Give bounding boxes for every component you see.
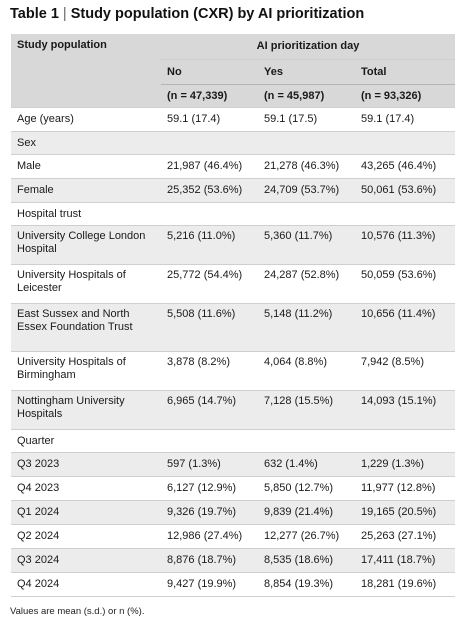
table-cell: 59.1 (17.4) (355, 107, 456, 132)
table-cell: 50,059 (53.6%) (355, 264, 456, 304)
table-cell: 8,535 (18.6%) (258, 548, 355, 573)
row-label: Q4 2024 (11, 572, 161, 597)
table-cell: 25,352 (53.6%) (161, 178, 258, 203)
title-separator: | (58, 6, 71, 22)
table-row: Q2 2024 12,986 (27.4%) 12,277 (26.7%) 25… (11, 524, 456, 549)
table-cell: 25,772 (54.4%) (161, 264, 258, 304)
section-label: Quarter (11, 429, 456, 453)
table-cell: 43,265 (46.4%) (355, 154, 456, 179)
table-cell: 10,656 (11.4%) (355, 303, 456, 352)
table-row: Q4 2023 6,127 (12.9%) 5,850 (12.7%) 11,9… (11, 476, 456, 501)
table-footnote: Values are mean (s.d.) or n (%). (10, 606, 145, 617)
table-title: Table 1 | Study population (CXR) by AI p… (10, 6, 364, 22)
study-population-table: Study population AI prioritization day N… (11, 34, 456, 597)
table-cell: 21,278 (46.3%) (258, 154, 355, 179)
table-cell: 10,576 (11.3%) (355, 225, 456, 265)
table-cell: 11,977 (12.8%) (355, 476, 456, 501)
table-row: East Sussex and North Essex Foundation T… (11, 303, 456, 352)
row-label: University College London Hospital (11, 225, 161, 265)
table-cell: 5,508 (11.6%) (161, 303, 258, 352)
table-cell: 1,229 (1.3%) (355, 452, 456, 477)
table-cell: 50,061 (53.6%) (355, 178, 456, 203)
table-title-text: Study population (CXR) by AI prioritizat… (70, 6, 365, 22)
header-row: Study population AI prioritization day (11, 34, 456, 108)
table-cell: 25,263 (27.1%) (355, 524, 456, 549)
table-cell: 7,942 (8.5%) (355, 351, 456, 391)
table-cell: 21,987 (46.4%) (161, 154, 258, 179)
row-label: Q1 2024 (11, 500, 161, 525)
row-label: University Hospitals of Leicester (11, 264, 161, 304)
table-row: Age (years) 59.1 (17.4) 59.1 (17.5) 59.1… (11, 107, 456, 132)
row-label: East Sussex and North Essex Foundation T… (11, 303, 161, 352)
table-cell: 24,709 (53.7%) (258, 178, 355, 203)
table-cell: 9,839 (21.4%) (258, 500, 355, 525)
row-label: Male (11, 154, 161, 179)
row-label: Female (11, 178, 161, 203)
table-cell: 7,128 (15.5%) (258, 390, 355, 430)
section-row: Sex (11, 131, 456, 155)
table-cell: 9,427 (19.9%) (161, 572, 258, 597)
table-cell: 59.1 (17.5) (258, 107, 355, 132)
table-cell: 5,850 (12.7%) (258, 476, 355, 501)
column-header: No (161, 59, 258, 85)
row-label: Age (years) (11, 107, 161, 132)
group-header: AI prioritization day (161, 34, 456, 60)
table-cell: 17,411 (18.7%) (355, 548, 456, 573)
column-header: Yes (258, 59, 355, 85)
table-cell: 24,287 (52.8%) (258, 264, 355, 304)
column-count: (n = 93,326) (355, 84, 456, 108)
table-row: Q4 2024 9,427 (19.9%) 8,854 (19.3%) 18,2… (11, 572, 456, 597)
table-cell: 6,127 (12.9%) (161, 476, 258, 501)
table-row: University Hospitals of Birmingham 3,878… (11, 351, 456, 391)
table-cell: 18,281 (19.6%) (355, 572, 456, 597)
table-cell: 5,360 (11.7%) (258, 225, 355, 265)
table-cell: 19,165 (20.5%) (355, 500, 456, 525)
table-row: Q1 2024 9,326 (19.7%) 9,839 (21.4%) 19,1… (11, 500, 456, 525)
column-header: Total (355, 59, 456, 85)
table-cell: 6,965 (14.7%) (161, 390, 258, 430)
table-number: Table 1 (10, 6, 59, 22)
table-cell: 5,148 (11.2%) (258, 303, 355, 352)
table-cell: 12,986 (27.4%) (161, 524, 258, 549)
column-count: (n = 47,339) (161, 84, 258, 108)
count-header-row: (n = 47,339) (n = 45,987) (n = 93,326) (11, 84, 456, 108)
row-label: Q3 2023 (11, 452, 161, 477)
table-cell: 3,878 (8.2%) (161, 351, 258, 391)
table-row: Q3 2023 597 (1.3%) 632 (1.4%) 1,229 (1.3… (11, 452, 456, 477)
section-row: Quarter (11, 429, 456, 453)
table-row: Q3 2024 8,876 (18.7%) 8,535 (18.6%) 17,4… (11, 548, 456, 573)
row-label: Nottingham University Hospitals (11, 390, 161, 430)
row-label: University Hospitals of Birmingham (11, 351, 161, 391)
column-header-row: No Yes Total (11, 59, 456, 85)
table-cell: 9,326 (19.7%) (161, 500, 258, 525)
row-label: Q4 2023 (11, 476, 161, 501)
table-cell: 597 (1.3%) (161, 452, 258, 477)
table-cell: 14,093 (15.1%) (355, 390, 456, 430)
table-row: Nottingham University Hospitals 6,965 (1… (11, 390, 456, 430)
table-row: Female 25,352 (53.6%) 24,709 (53.7%) 50,… (11, 178, 456, 203)
table-row: Male 21,987 (46.4%) 21,278 (46.3%) 43,26… (11, 154, 456, 179)
row-label-header: Study population (11, 34, 161, 108)
table-cell: 632 (1.4%) (258, 452, 355, 477)
column-count: (n = 45,987) (258, 84, 355, 108)
table-cell: 4,064 (8.8%) (258, 351, 355, 391)
row-label: Q2 2024 (11, 524, 161, 549)
row-label: Q3 2024 (11, 548, 161, 573)
table-cell: 8,876 (18.7%) (161, 548, 258, 573)
table-row: University Hospitals of Leicester 25,772… (11, 264, 456, 304)
section-row: Hospital trust (11, 202, 456, 226)
table-cell: 8,854 (19.3%) (258, 572, 355, 597)
table-cell: 59.1 (17.4) (161, 107, 258, 132)
section-label: Sex (11, 131, 456, 155)
table-cell: 5,216 (11.0%) (161, 225, 258, 265)
table-row: University College London Hospital 5,216… (11, 225, 456, 265)
table-cell: 12,277 (26.7%) (258, 524, 355, 549)
section-label: Hospital trust (11, 202, 456, 226)
